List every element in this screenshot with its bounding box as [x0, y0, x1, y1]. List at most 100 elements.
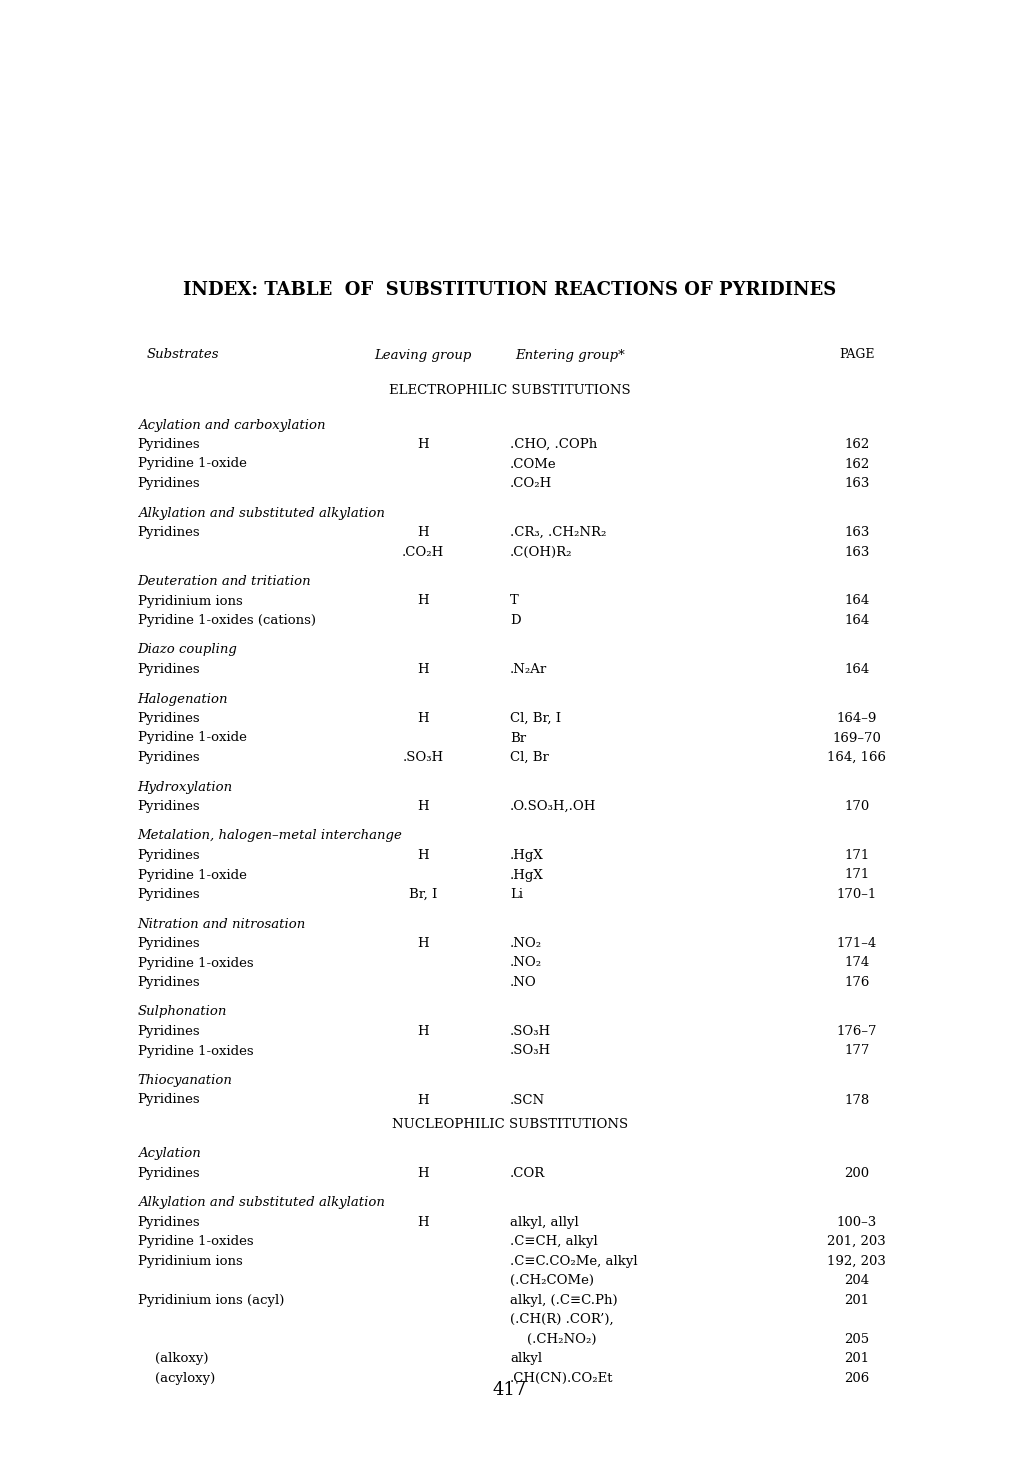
Text: 176: 176: [844, 976, 868, 990]
Text: Pyridine 1-oxide: Pyridine 1-oxide: [138, 732, 247, 745]
Text: .HgX: .HgX: [510, 849, 543, 862]
Text: 201: 201: [844, 1294, 868, 1307]
Text: Pyridines: Pyridines: [138, 477, 200, 490]
Text: 201: 201: [844, 1353, 868, 1366]
Text: .O.SO₃H,.OH: .O.SO₃H,.OH: [510, 799, 596, 813]
Text: 164: 164: [844, 663, 868, 676]
Text: 163: 163: [844, 546, 868, 558]
Text: INDEX: TABLE  OF  SUBSTITUTION REACTIONS OF PYRIDINES: INDEX: TABLE OF SUBSTITUTION REACTIONS O…: [183, 281, 836, 299]
Text: Pyridine 1-oxides (cations): Pyridine 1-oxides (cations): [138, 613, 316, 627]
Text: Substrates: Substrates: [147, 348, 219, 362]
Text: Hydroxylation: Hydroxylation: [138, 780, 232, 793]
Text: 162: 162: [844, 438, 868, 451]
Text: 170: 170: [844, 799, 868, 813]
Text: (alkoxy): (alkoxy): [138, 1353, 208, 1366]
Text: 162: 162: [844, 457, 868, 470]
Text: 164: 164: [844, 594, 868, 608]
Text: 100–3: 100–3: [836, 1215, 876, 1228]
Text: H: H: [417, 594, 429, 608]
Text: .SO₃H: .SO₃H: [510, 1044, 550, 1057]
Text: alkyl, (.C≡C.Ph): alkyl, (.C≡C.Ph): [510, 1294, 618, 1307]
Text: Pyridine 1-oxides: Pyridine 1-oxides: [138, 1236, 253, 1249]
Text: 204: 204: [844, 1274, 868, 1287]
Text: H: H: [417, 1167, 429, 1180]
Text: H: H: [417, 526, 429, 539]
Text: .SCN: .SCN: [510, 1094, 544, 1107]
Text: .N₂Ar: .N₂Ar: [510, 663, 547, 676]
Text: 170–1: 170–1: [836, 889, 876, 900]
Text: H: H: [417, 1215, 429, 1228]
Text: 201, 203: 201, 203: [826, 1236, 886, 1249]
Text: .C≡C.CO₂Me, alkyl: .C≡C.CO₂Me, alkyl: [510, 1255, 637, 1268]
Text: Acylation and carboxylation: Acylation and carboxylation: [138, 419, 325, 432]
Text: H: H: [417, 937, 429, 950]
Text: Cl, Br: Cl, Br: [510, 751, 548, 764]
Text: 164: 164: [844, 613, 868, 627]
Text: 417: 417: [492, 1381, 527, 1400]
Text: Deuteration and tritiation: Deuteration and tritiation: [138, 575, 311, 589]
Text: 163: 163: [844, 526, 868, 539]
Text: H: H: [417, 1094, 429, 1107]
Text: Entering group*: Entering group*: [515, 348, 625, 362]
Text: Pyridines: Pyridines: [138, 1167, 200, 1180]
Text: Pyridines: Pyridines: [138, 1215, 200, 1228]
Text: 177: 177: [844, 1044, 868, 1057]
Text: 171–4: 171–4: [836, 937, 876, 950]
Text: 171: 171: [844, 849, 868, 862]
Text: Alkylation and substituted alkylation: Alkylation and substituted alkylation: [138, 1196, 384, 1209]
Text: .COMe: .COMe: [510, 457, 556, 470]
Text: Pyridine 1-oxides: Pyridine 1-oxides: [138, 956, 253, 969]
Text: Pyridines: Pyridines: [138, 526, 200, 539]
Text: .HgX: .HgX: [510, 868, 543, 881]
Text: Pyridinium ions: Pyridinium ions: [138, 1255, 243, 1268]
Text: 171: 171: [844, 868, 868, 881]
Text: Pyridines: Pyridines: [138, 1025, 200, 1038]
Text: Pyridinium ions (acyl): Pyridinium ions (acyl): [138, 1294, 284, 1307]
Text: Alkylation and substituted alkylation: Alkylation and substituted alkylation: [138, 507, 384, 520]
Text: H: H: [417, 438, 429, 451]
Text: 178: 178: [844, 1094, 868, 1107]
Text: 200: 200: [844, 1167, 868, 1180]
Text: Pyridines: Pyridines: [138, 663, 200, 676]
Text: Diazo coupling: Diazo coupling: [138, 644, 237, 656]
Text: .CO₂H: .CO₂H: [510, 477, 551, 490]
Text: Cl, Br, I: Cl, Br, I: [510, 712, 560, 725]
Text: 164, 166: 164, 166: [826, 751, 886, 764]
Text: H: H: [417, 1025, 429, 1038]
Text: Li: Li: [510, 889, 523, 900]
Text: (.CH₂COMe): (.CH₂COMe): [510, 1274, 593, 1287]
Text: (acyloxy): (acyloxy): [138, 1372, 215, 1385]
Text: 206: 206: [844, 1372, 868, 1385]
Text: .COR: .COR: [510, 1167, 545, 1180]
Text: .CH(CN).CO₂Et: .CH(CN).CO₂Et: [510, 1372, 612, 1385]
Text: 205: 205: [844, 1332, 868, 1345]
Text: Pyridine 1-oxide: Pyridine 1-oxide: [138, 868, 247, 881]
Text: NUCLEOPHILIC SUBSTITUTIONS: NUCLEOPHILIC SUBSTITUTIONS: [391, 1118, 628, 1132]
Text: Pyridines: Pyridines: [138, 712, 200, 725]
Text: Nitration and nitrosation: Nitration and nitrosation: [138, 918, 306, 931]
Text: Pyridines: Pyridines: [138, 976, 200, 990]
Text: Acylation: Acylation: [138, 1148, 201, 1161]
Text: D: D: [510, 613, 520, 627]
Text: .SO₃H: .SO₃H: [510, 1025, 550, 1038]
Text: Pyridines: Pyridines: [138, 937, 200, 950]
Text: Pyridines: Pyridines: [138, 1094, 200, 1107]
Text: (.CH₂NO₂): (.CH₂NO₂): [510, 1332, 596, 1345]
Text: 176–7: 176–7: [836, 1025, 876, 1038]
Text: 169–70: 169–70: [832, 732, 880, 745]
Text: T: T: [510, 594, 519, 608]
Text: Pyridines: Pyridines: [138, 438, 200, 451]
Text: H: H: [417, 799, 429, 813]
Text: (.CH(R) .COR’),: (.CH(R) .COR’),: [510, 1313, 613, 1326]
Text: Pyridines: Pyridines: [138, 849, 200, 862]
Text: PAGE: PAGE: [839, 348, 873, 362]
Text: Halogenation: Halogenation: [138, 692, 228, 706]
Text: H: H: [417, 849, 429, 862]
Text: 164–9: 164–9: [836, 712, 876, 725]
Text: Pyridinium ions: Pyridinium ions: [138, 594, 243, 608]
Text: Pyridines: Pyridines: [138, 751, 200, 764]
Text: .CR₃, .CH₂NR₂: .CR₃, .CH₂NR₂: [510, 526, 605, 539]
Text: H: H: [417, 712, 429, 725]
Text: Leaving group: Leaving group: [374, 348, 472, 362]
Text: alkyl, allyl: alkyl, allyl: [510, 1215, 578, 1228]
